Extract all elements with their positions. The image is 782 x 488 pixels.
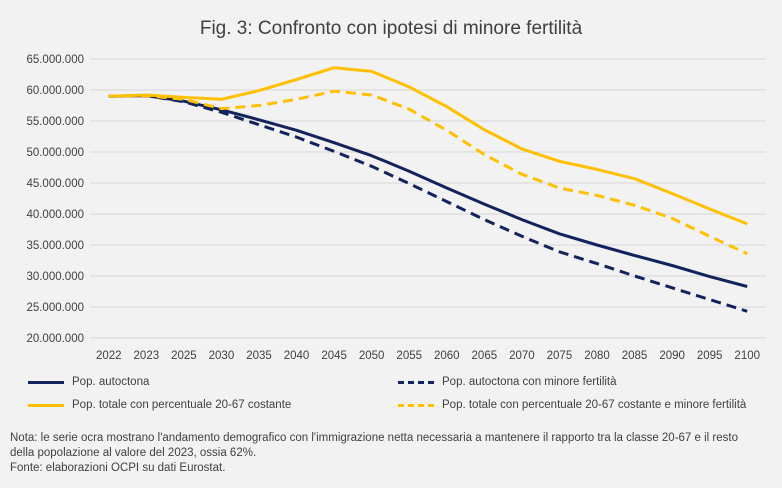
y-tick-label: 65.000.000 xyxy=(26,54,84,66)
x-tick-label: 2023 xyxy=(134,350,160,362)
legend-swatch xyxy=(398,403,434,407)
series-line-3 xyxy=(108,66,748,226)
legend-item-4: Pop. totale con percentuale 20-67 costan… xyxy=(398,399,746,411)
y-axis-ticks: 20.000.000 25.000.000 30.000.000 35.000.000… xyxy=(26,54,84,345)
x-tick-label: 2075 xyxy=(547,350,573,362)
legend-swatch xyxy=(28,403,64,407)
legend-label: Pop. totale con percentuale 20-67 costan… xyxy=(72,399,292,411)
y-tick-label: 45.000.000 xyxy=(26,178,84,190)
y-tick-label: 30.000.000 xyxy=(26,271,84,283)
legend-label: Pop. totale con percentuale 20-67 costan… xyxy=(442,399,747,411)
x-tick-label: 2060 xyxy=(434,350,460,362)
note-line-1: Nota: le serie ocra mostrano l'andamento… xyxy=(10,432,738,444)
x-tick-label: 2070 xyxy=(509,350,535,362)
x-axis-ticks: 2022 2023 2025 2030 2035 2040 2045 2050 2055 2060… xyxy=(96,350,760,362)
legend-swatch xyxy=(398,380,434,384)
y-tick-label: 50.000.000 xyxy=(26,147,84,159)
x-tick-label: 2090 xyxy=(659,350,685,362)
chart-note: Nota: le serie ocra mostrano l'andamento… xyxy=(10,431,775,476)
x-tick-label: 2040 xyxy=(284,350,310,362)
x-tick-label: 2025 xyxy=(171,350,197,362)
gridlines xyxy=(90,58,766,339)
x-tick-label: 2080 xyxy=(584,350,610,362)
x-tick-label: 2035 xyxy=(246,350,272,362)
legend-label: Pop. autoctona con minore fertilità xyxy=(442,376,617,388)
legend-item-2: Pop. autoctona con minore fertilità xyxy=(398,376,617,388)
x-tick-label: 2085 xyxy=(622,350,648,362)
y-tick-label: 60.000.000 xyxy=(26,85,84,97)
series-line-1 xyxy=(108,94,748,288)
chart-title: Fig. 3: Confronto con ipotesi di minore … xyxy=(199,18,583,39)
x-tick-label: 2030 xyxy=(209,350,235,362)
source-line: Fonte: elaborazioni OCPI su dati Eurosta… xyxy=(10,462,226,474)
x-tick-label: 2022 xyxy=(96,350,122,362)
legend-item-1: Pop. autoctona xyxy=(28,376,149,388)
legend-swatch xyxy=(28,380,64,384)
y-tick-label: 55.000.000 xyxy=(26,116,84,128)
series-line-2 xyxy=(108,94,748,313)
series-line-4 xyxy=(108,89,748,256)
y-tick-label: 20.000.000 xyxy=(26,333,84,345)
legend-label: Pop. autoctona xyxy=(72,376,150,388)
series-lines xyxy=(108,66,748,313)
y-tick-label: 35.000.000 xyxy=(26,240,84,252)
note-line-2: della popolazione al valore del 2023, os… xyxy=(10,447,257,459)
x-tick-label: 2065 xyxy=(472,350,498,362)
x-tick-label: 2045 xyxy=(321,350,347,362)
y-tick-label: 40.000.000 xyxy=(26,209,84,221)
legend-item-3: Pop. totale con percentuale 20-67 costan… xyxy=(28,399,291,411)
x-tick-label: 2050 xyxy=(359,350,385,362)
x-tick-label: 2095 xyxy=(697,350,723,362)
x-tick-label: 2055 xyxy=(396,350,422,362)
y-tick-label: 25.000.000 xyxy=(26,302,84,314)
x-tick-label: 2100 xyxy=(734,350,760,362)
